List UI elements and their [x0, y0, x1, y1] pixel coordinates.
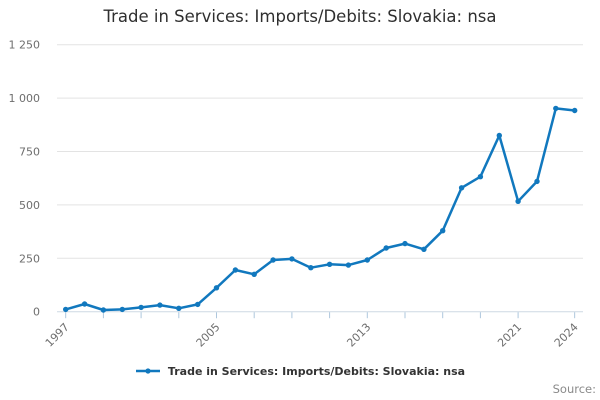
data-point-marker[interactable] — [458, 185, 465, 191]
data-point-marker[interactable] — [232, 267, 239, 273]
data-point-marker[interactable] — [213, 285, 220, 291]
data-point-marker[interactable] — [289, 256, 295, 262]
y-axis-label: 750 — [19, 146, 40, 159]
data-point-marker[interactable] — [534, 178, 540, 185]
data-point-marker[interactable] — [496, 132, 502, 139]
y-axis-label: 500 — [19, 199, 40, 212]
data-point-marker[interactable] — [100, 307, 107, 313]
x-axis-label: 2021 — [495, 321, 524, 350]
line-chart-plot-area: 0 250 500 750 1 000 1 250 1997 2005 2013 2021 2024 — [9, 39, 583, 350]
data-point-marker[interactable] — [195, 301, 201, 308]
data-point-marker[interactable] — [440, 228, 446, 234]
data-point-marker[interactable] — [270, 257, 276, 263]
data-point-marker[interactable] — [477, 174, 484, 180]
data-point-marker[interactable] — [308, 265, 314, 271]
data-point-marker[interactable] — [364, 257, 370, 263]
x-axis-label: 1997 — [43, 321, 72, 350]
data-point-marker[interactable] — [62, 306, 69, 313]
legend-label: Trade in Services: Imports/Debits: Slova… — [167, 364, 466, 378]
y-axis-label: 250 — [19, 252, 40, 265]
y-axis-label: 1 000 — [9, 92, 41, 105]
y-axis-label: 0 — [33, 306, 40, 319]
data-point-marker[interactable] — [138, 304, 144, 311]
data-point-marker[interactable] — [345, 262, 352, 268]
legend-item[interactable]: Trade in Services: Imports/Debits: Slova… — [0, 361, 600, 381]
data-point-marker[interactable] — [572, 107, 578, 114]
legend-line-marker-icon — [135, 368, 160, 374]
x-axis-label: 2013 — [344, 321, 373, 350]
data-point-marker[interactable] — [157, 302, 163, 308]
data-point-marker[interactable] — [553, 105, 559, 112]
x-axis-label: 2024 — [552, 321, 581, 350]
data-point-marker[interactable] — [421, 246, 427, 252]
y-axis-label: 1 250 — [9, 39, 41, 52]
data-point-marker[interactable] — [383, 245, 389, 251]
data-point-marker[interactable] — [326, 261, 333, 267]
series-line[interactable] — [64, 107, 576, 312]
data-point-marker[interactable] — [176, 305, 182, 311]
data-point-marker[interactable] — [251, 271, 257, 277]
data-point-marker[interactable] — [81, 301, 88, 307]
x-axis-label: 2005 — [194, 321, 223, 350]
data-point-marker[interactable] — [515, 198, 521, 204]
data-point-marker[interactable] — [402, 240, 408, 247]
data-point-marker[interactable] — [119, 306, 126, 313]
chart-title: Trade in Services: Imports/Debits: Slova… — [103, 7, 497, 26]
source-attribution: Source: — [552, 382, 596, 396]
